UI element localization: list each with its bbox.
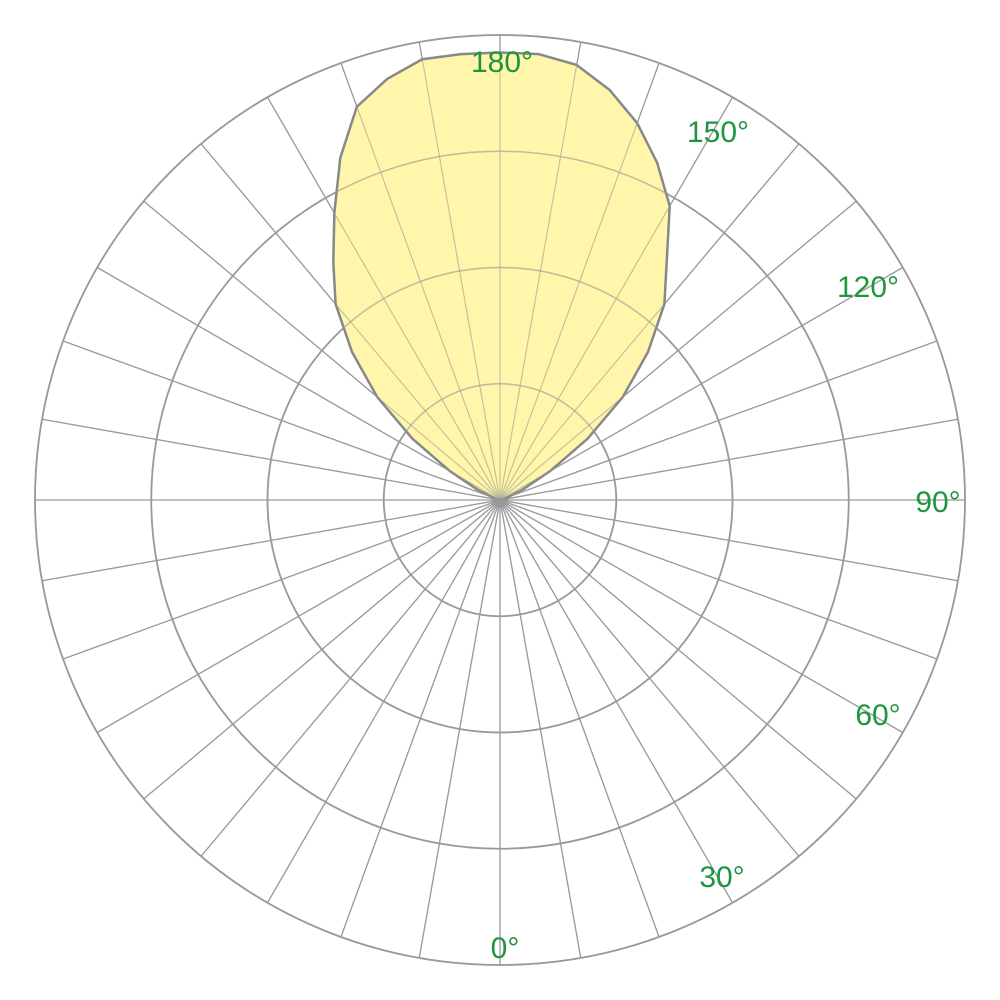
ring-overlay [34,34,966,966]
angle-tick-label: 180° [471,46,533,79]
angle-labels: 0° 30° 60° 90° 120° 150° 180° [471,46,961,965]
ring-overlay [383,383,617,617]
angle-tick-label: 150° [687,116,749,149]
angle-tick-label: 30° [699,861,744,894]
ring-overlay [150,150,850,850]
angle-tick-label: 60° [855,699,900,732]
angle-tick-label: 90° [915,486,960,519]
intensity-series [34,34,966,966]
angle-tick-label: 0° [491,932,520,965]
ring-overlay [266,266,734,734]
angle-tick-label: 120° [837,271,899,304]
